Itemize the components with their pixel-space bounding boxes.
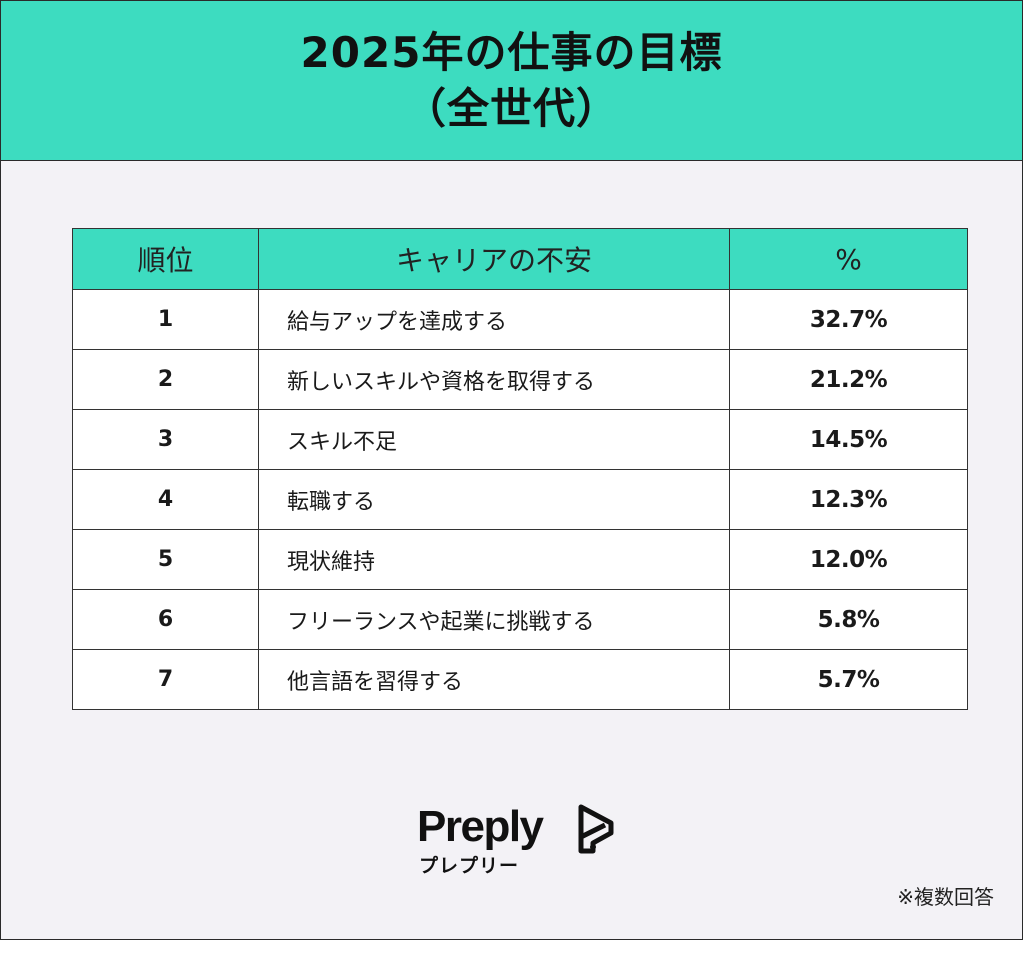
infographic-frame: 2025年の仕事の目標 （全世代） 順位 キャリアの不安 % 1 給与アップを達成…	[0, 0, 1023, 940]
table-row: 1 給与アップを達成する 32.7%	[72, 289, 968, 350]
goal-cell: 新しいスキルや資格を取得する	[258, 349, 730, 410]
column-header-percent: %	[729, 228, 968, 290]
goal-cell: フリーランスや起業に挑戦する	[258, 589, 730, 650]
percent-cell: 21.2%	[729, 349, 968, 410]
goal-cell: 現状維持	[258, 529, 730, 590]
table-row: 7 他言語を習得する 5.7%	[72, 649, 968, 710]
rank-cell: 3	[72, 409, 259, 470]
rank-cell: 1	[72, 289, 259, 350]
percent-cell: 5.8%	[729, 589, 968, 650]
percent-cell: 5.7%	[729, 649, 968, 710]
rank-cell: 2	[72, 349, 259, 410]
table-row: 6 フリーランスや起業に挑戦する 5.8%	[72, 589, 968, 650]
goal-cell: 給与アップを達成する	[258, 289, 730, 350]
table-row: 3 スキル不足 14.5%	[72, 409, 968, 470]
title-banner: 2025年の仕事の目標 （全世代）	[1, 1, 1022, 161]
table-row: 5 現状維持 12.0%	[72, 529, 968, 590]
table-row: 4 転職する 12.3%	[72, 469, 968, 530]
preply-logo: Preply プレプリー	[417, 801, 627, 881]
rank-cell: 6	[72, 589, 259, 650]
ranking-table: 順位 キャリアの不安 % 1 給与アップを達成する 32.7% 2 新しいスキルや資格を…	[72, 228, 968, 710]
percent-cell: 14.5%	[729, 409, 968, 470]
brand-name: Preply	[417, 802, 544, 851]
percent-cell: 12.3%	[729, 469, 968, 530]
rank-cell: 4	[72, 469, 259, 530]
subtitle: （全世代）	[403, 83, 619, 133]
rank-cell: 7	[72, 649, 259, 710]
preply-logo-icon	[578, 804, 614, 854]
goal-cell: スキル不足	[258, 409, 730, 470]
column-header-rank: 順位	[72, 228, 259, 290]
goal-cell: 転職する	[258, 469, 730, 530]
percent-cell: 32.7%	[729, 289, 968, 350]
title: 2025年の仕事の目標	[300, 27, 723, 77]
footnote: ※複数回答	[897, 885, 994, 909]
rank-cell: 5	[72, 529, 259, 590]
percent-cell: 12.0%	[729, 529, 968, 590]
table-body: 1 給与アップを達成する 32.7% 2 新しいスキルや資格を取得する 21.2% 3 スキル…	[72, 289, 968, 710]
table-header-row: 順位 キャリアの不安 %	[72, 228, 968, 290]
column-header-goal: キャリアの不安	[258, 228, 730, 290]
goal-cell: 他言語を習得する	[258, 649, 730, 710]
table-row: 2 新しいスキルや資格を取得する 21.2%	[72, 349, 968, 410]
brand-kana: プレプリー	[419, 855, 520, 877]
